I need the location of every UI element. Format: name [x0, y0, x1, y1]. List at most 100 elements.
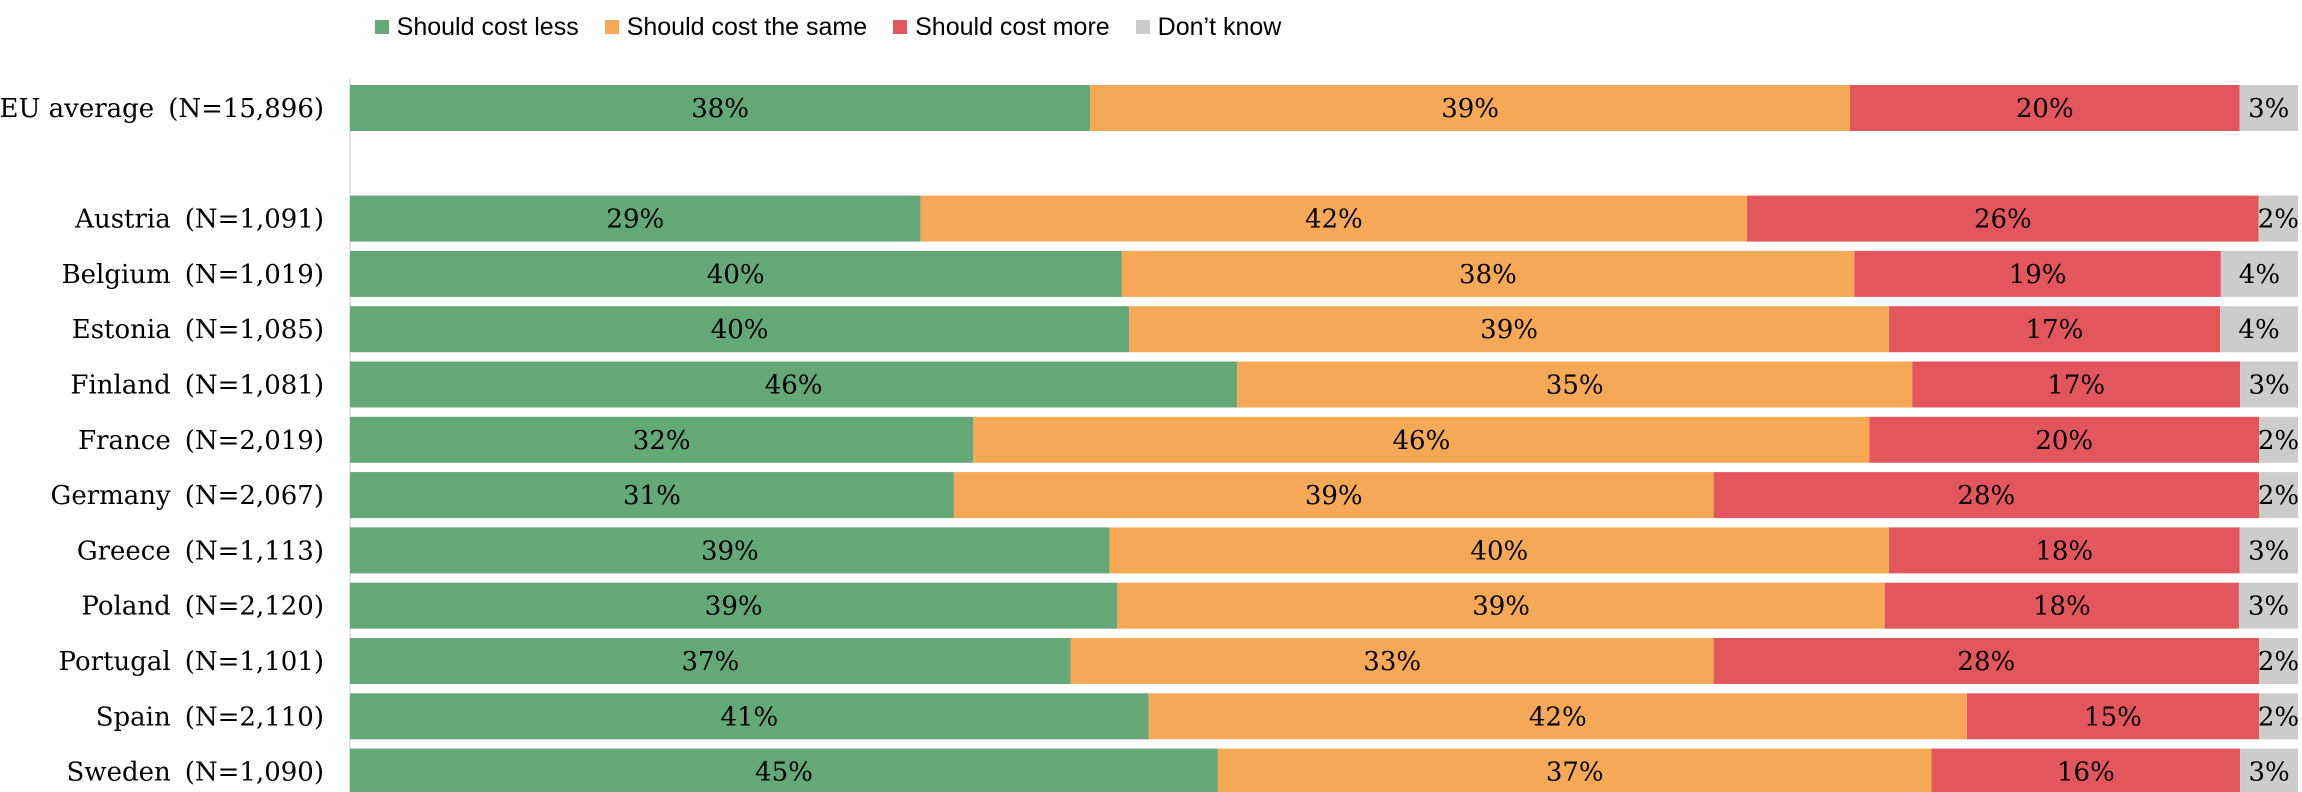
bar-segment [350, 472, 954, 519]
data-label: 38% [1459, 260, 1517, 290]
bar-segment [920, 195, 1748, 242]
bar-segment [1117, 582, 1885, 629]
bar-segment [350, 250, 1122, 297]
data-label: 3% [2248, 536, 2289, 566]
bar-segment [1931, 748, 2241, 792]
data-label: 2% [2258, 481, 2299, 511]
category-label: Belgium (N=1,019) [62, 260, 324, 290]
data-label: 3% [2248, 94, 2289, 124]
bar-segment [1237, 361, 1913, 408]
category-label: Sweden (N=1,090) [67, 758, 325, 788]
bar-segment [1849, 85, 2240, 131]
legend-swatch [893, 20, 908, 34]
data-label: 45% [755, 758, 813, 788]
data-label: 20% [2016, 94, 2074, 124]
bar-segment [1217, 748, 1932, 792]
bar-segment [1869, 416, 2260, 463]
bar-segment [973, 416, 1870, 463]
data-label: 3% [2248, 592, 2289, 622]
data-label: 32% [633, 426, 691, 456]
bar-segment [1747, 195, 2259, 242]
data-label: 2% [2258, 205, 2299, 235]
bar-segment [350, 527, 1110, 574]
bar-segment [2220, 306, 2298, 353]
category-label: Greece (N=1,113) [77, 536, 324, 566]
bar-segment [2239, 85, 2298, 131]
bar-segment [1109, 527, 1889, 574]
bar-segment [1713, 472, 2260, 519]
bar-segment [1129, 306, 1889, 353]
legend-label: Should cost the same [626, 12, 868, 41]
data-label: 19% [2009, 260, 2067, 290]
category-label: Spain (N=2,110) [96, 702, 324, 732]
data-label: 15% [2084, 702, 2142, 732]
data-label: 38% [691, 94, 749, 124]
data-label: 2% [2258, 647, 2299, 677]
legend-swatch [604, 20, 619, 34]
data-label: 39% [1480, 315, 1538, 345]
category-label: Portugal (N=1,101) [59, 647, 324, 677]
bar-segment [350, 748, 1218, 792]
category-label: Finland (N=1,081) [70, 371, 324, 401]
legend-item-0: Should cost less [374, 12, 579, 42]
bar-segment [2239, 527, 2298, 574]
legend-label: Should cost less [396, 12, 579, 41]
data-label: 17% [2047, 371, 2105, 401]
data-label: 17% [2026, 315, 2084, 345]
bar-segment [2258, 195, 2298, 242]
data-label: 3% [2248, 371, 2289, 401]
bar-segment [2259, 472, 2298, 519]
data-label: 39% [701, 536, 759, 566]
legend-item-3: Don’t know [1135, 12, 1282, 42]
data-label: 26% [1974, 205, 2032, 235]
bar-segment [2220, 250, 2298, 297]
bar-segment [1888, 527, 2240, 574]
data-label: 29% [606, 205, 664, 235]
category-label: France (N=2,019) [78, 426, 324, 456]
data-label: 4% [2238, 315, 2279, 345]
category-label: EU average (N=15,896) [0, 94, 324, 124]
bar-segment [1121, 250, 1855, 297]
chart-legend: Should cost less Should cost the same Shou… [0, 0, 1656, 54]
data-label: 28% [1957, 647, 2015, 677]
data-label: 28% [1957, 481, 2015, 511]
bar-segment [2240, 361, 2298, 408]
data-label: 46% [765, 371, 823, 401]
data-label: 41% [720, 702, 778, 732]
data-label: 31% [623, 481, 681, 511]
bar-segment [1966, 693, 2260, 740]
bar-segment [2259, 638, 2298, 684]
bar-segment [350, 306, 1130, 353]
legend-item-2: Should cost more [893, 13, 1110, 42]
data-label: 4% [2239, 260, 2280, 290]
legend-label: Should cost more [915, 12, 1110, 41]
legend-swatch [374, 20, 389, 34]
bar-segment [953, 472, 1714, 519]
data-label: 2% [2258, 426, 2299, 456]
bar-segment [2240, 748, 2298, 792]
data-label: 42% [1305, 205, 1363, 235]
bar-segment [350, 638, 1071, 684]
bar-segment [1884, 582, 2239, 629]
category-label: Estonia (N=1,085) [72, 315, 324, 345]
bar-segment [1854, 250, 2221, 297]
data-label: 16% [2057, 758, 2115, 788]
data-label: 3% [2248, 758, 2289, 788]
bar-segment [350, 85, 1091, 131]
legend-swatch [1135, 20, 1150, 34]
data-label: 33% [1363, 647, 1421, 677]
data-label: 40% [711, 315, 769, 345]
bar-segment [2238, 582, 2298, 629]
legend-label: Don’t know [1157, 12, 1282, 41]
bar-segment [350, 195, 921, 242]
data-label: 39% [1441, 94, 1499, 124]
category-label: Austria (N=1,091) [74, 205, 324, 235]
data-label: 39% [705, 592, 763, 622]
data-label: 20% [2035, 426, 2093, 456]
data-label: 2% [2258, 702, 2299, 732]
data-label: 46% [1393, 426, 1451, 456]
bar-segment [350, 693, 1149, 740]
bar-segment [1070, 638, 1714, 684]
data-label: 42% [1529, 702, 1587, 732]
